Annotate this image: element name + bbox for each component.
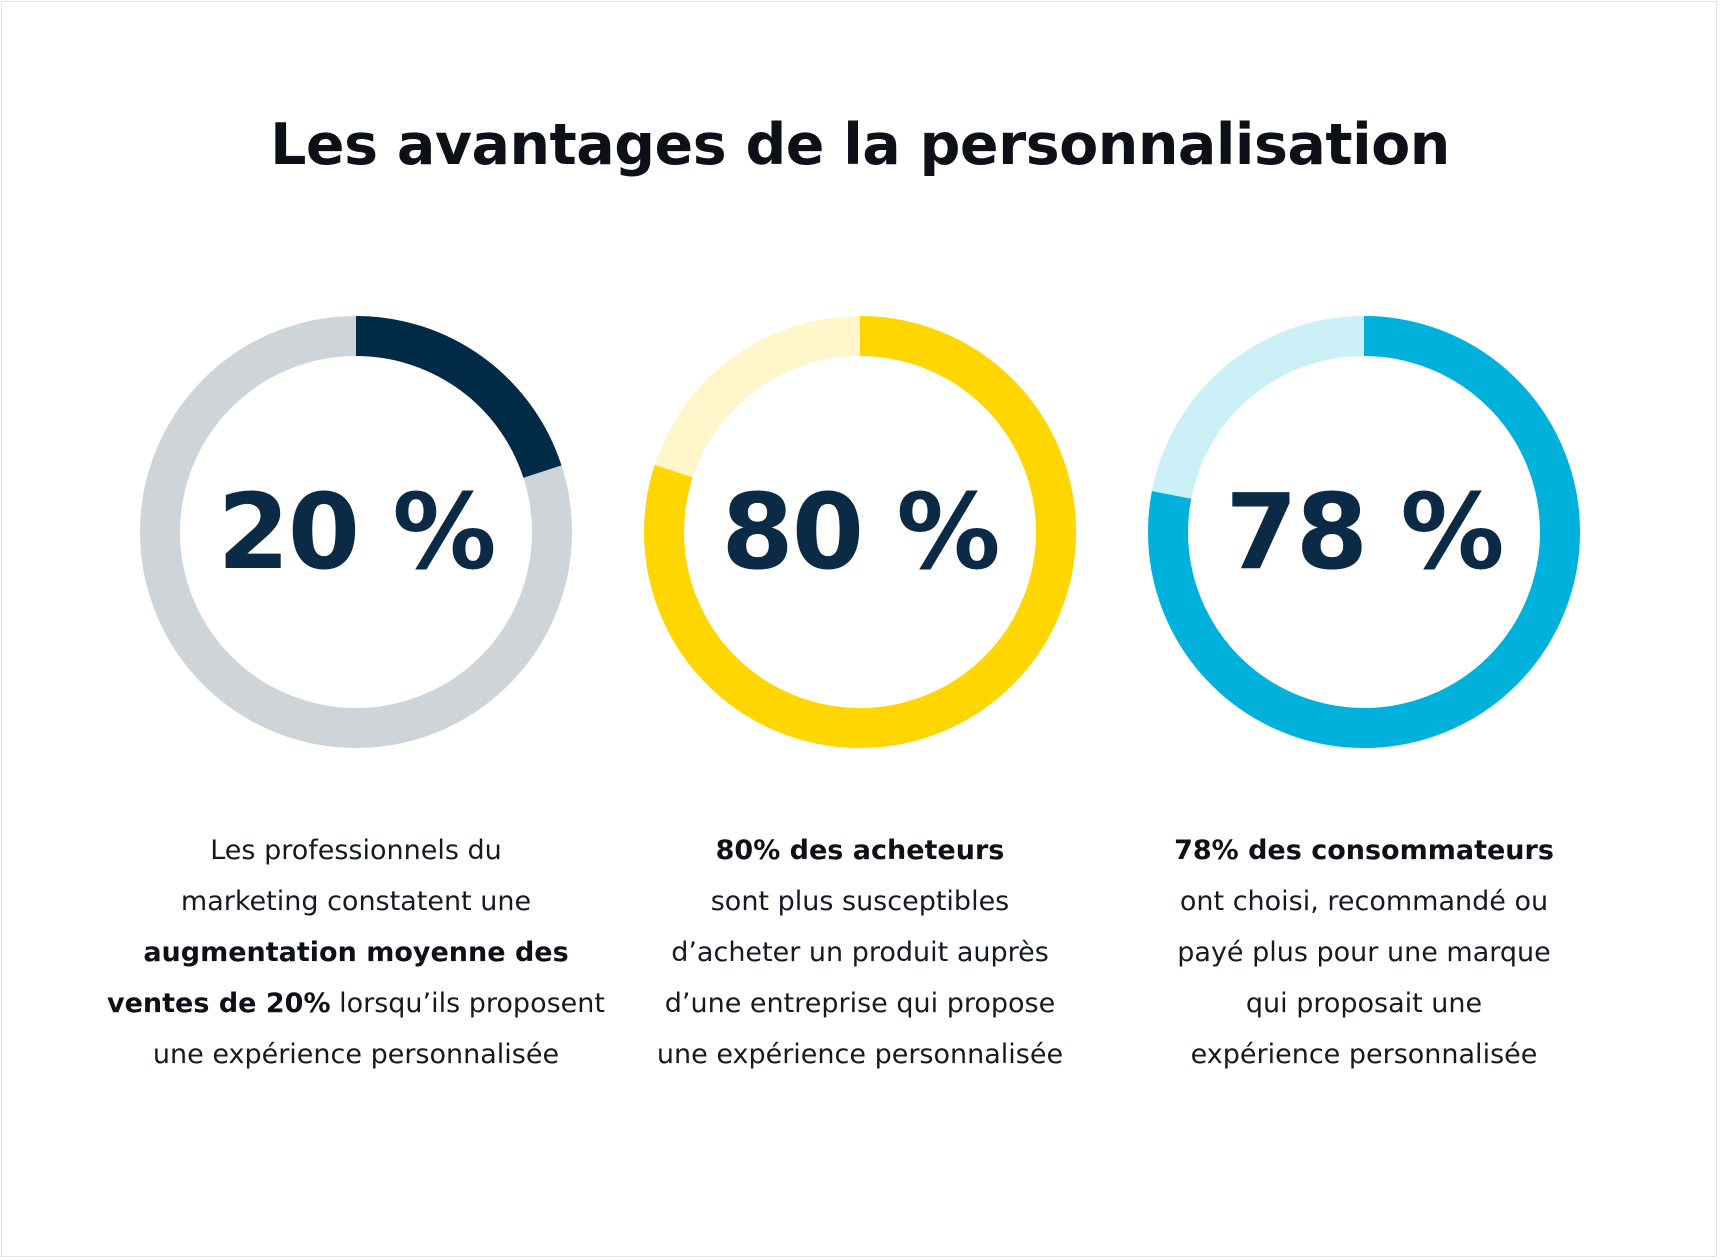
donut-value-arc-3 [1148,316,1580,748]
desc-3-line-1-bold: 78% des consommateurs [1174,835,1554,866]
donut-svg-3 [1148,316,1580,748]
desc-3-line-3: payé plus pour une marque [1177,937,1551,968]
donut-value-arc-2 [644,316,1076,748]
page-title: Les avantages de la personnalisation [270,112,1450,178]
stat-description-1: Les professionnels du marketing constate… [96,825,616,1080]
donut-svg-1 [140,316,572,748]
donut-value-label-3: 78 % [1225,471,1504,593]
desc-1-line-2: marketing constatent une [180,886,532,917]
desc-2-line-2: sont plus susceptibles [710,886,1010,917]
desc-3-line-2: ont choisi, recommandé ou [1179,886,1549,917]
desc-2-line-4: d’une entreprise qui propose [664,988,1056,1019]
donut-svg-2 [644,316,1076,748]
desc-1-line-4-rest: lorsqu’ils proposent [330,988,605,1019]
donut-chart-2: 80 % [640,312,1080,752]
desc-2-line-1-bold: 80% des acheteurs [715,835,1005,866]
desc-2-line-3: d’acheter un produit auprès [671,937,1049,968]
donut-chart-1: 20 % [136,312,576,752]
desc-1-line-3-bold: augmentation moyenne des [143,937,569,968]
desc-1-line-4-bold: ventes de 20% [107,988,331,1019]
donut-value-label-1: 20 % [217,471,496,593]
desc-2-line-5: une expérience personnalisée [656,1039,1064,1070]
stat-description-2: 80% des acheteurs sont plus susceptibles… [600,825,1120,1080]
donut-value-label-2: 80 % [721,471,1000,593]
donut-value-arc-1 [140,316,572,748]
desc-1-line-1: Les professionnels du [210,835,502,866]
desc-3-line-4: qui proposait une [1245,988,1483,1019]
desc-1-line-5: une expérience personnalisée [152,1039,560,1070]
stat-description-3: 78% des consommateurs ont choisi, recomm… [1104,825,1624,1080]
desc-3-line-5: expérience personnalisée [1190,1039,1538,1070]
donut-chart-3: 78 % [1144,312,1584,752]
